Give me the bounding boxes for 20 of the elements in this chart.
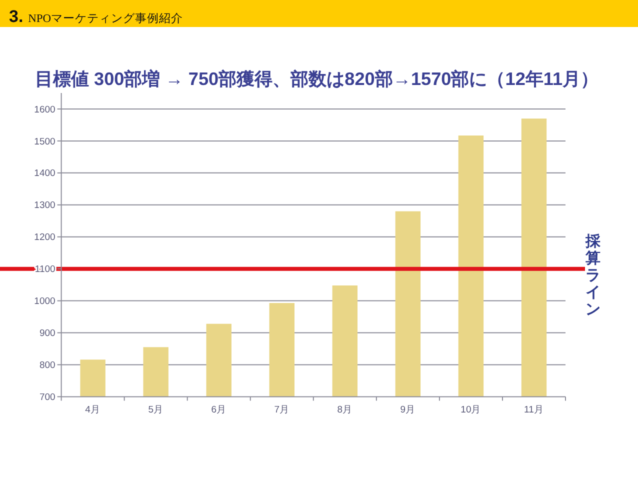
text: 3. NPOマーケティング事例紹介: [9, 7, 184, 26]
y-tick-label: 1400: [34, 168, 56, 180]
x-tick-label: 4月: [85, 404, 100, 416]
y-tick-label: 1200: [34, 232, 56, 244]
x-tick-label: 10月: [460, 404, 482, 416]
x-tick-label: 7月: [274, 404, 290, 416]
x-tick-label: 6月: [211, 404, 227, 416]
y-tick-label: 700: [39, 392, 56, 403]
y-tick-label: 900: [39, 328, 56, 340]
x-tick-label: 5月: [148, 404, 164, 416]
y-tick-label: 1500: [34, 136, 56, 148]
chart-title: 目標値 300部増 → 750部獲得、部数は820部→1570部に（12年11月）: [35, 68, 599, 89]
y-tick-label: 800: [39, 360, 56, 372]
x-tick-label: 8月: [337, 404, 353, 416]
y-tick-label: 1000: [34, 296, 56, 308]
x-tick-label: 9月: [400, 404, 416, 416]
y-tick-label: 1300: [34, 200, 56, 212]
y-tick-label: 1600: [34, 104, 56, 116]
x-tick-label: 11月: [524, 404, 544, 416]
ref-line-label: 採算ライン: [584, 232, 602, 318]
